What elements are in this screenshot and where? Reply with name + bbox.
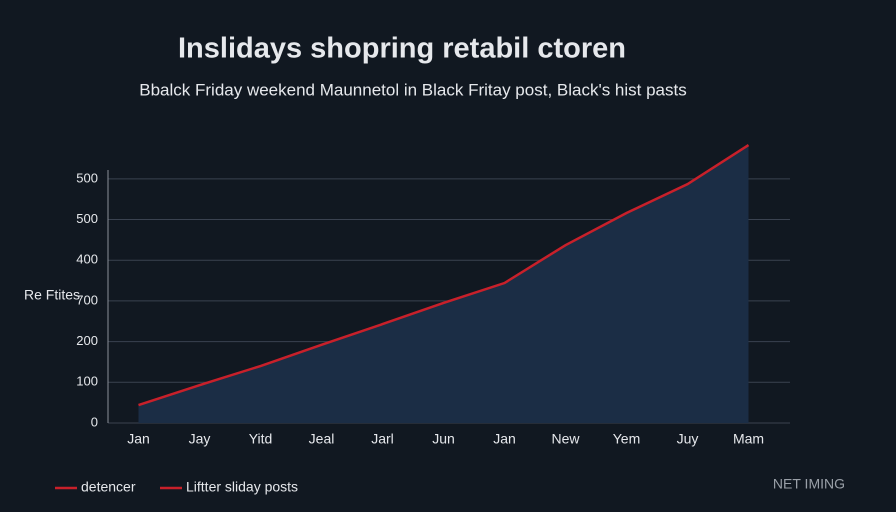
x-tick-label: Yitd: [249, 431, 273, 447]
y-tick-label: 400: [76, 252, 98, 267]
area: [138, 145, 749, 423]
y-tick-label: 0: [91, 414, 98, 429]
watermark: NET IMING: [773, 476, 845, 492]
x-tick-label: Mam: [733, 431, 764, 447]
line: [138, 144, 750, 407]
y-tick-label: 700: [76, 292, 98, 307]
x-tick-label: New: [551, 431, 580, 447]
x-tick-label: Juy: [677, 431, 699, 447]
x-tick-label: Jan: [493, 431, 516, 447]
legend-label: detencer: [81, 479, 136, 495]
chart-subtitle: Bbalck Friday weekend Maunnetol in Black…: [139, 80, 687, 99]
x-tick-label: Jarl: [371, 431, 394, 447]
y-tick-label: 100: [76, 374, 98, 389]
y-tick-label: 200: [76, 333, 98, 348]
y-axis-label: Re Ftites: [24, 287, 80, 303]
y-tick-label: 500: [76, 170, 98, 185]
x-tick-label: Jeal: [309, 431, 335, 447]
x-tick-label: Yem: [613, 431, 641, 447]
chart-title: Inslidays shopring retabil ctoren: [178, 33, 626, 65]
x-tick-label: Jan: [127, 431, 150, 447]
x-tick-label: Jun: [432, 431, 455, 447]
x-tick-label: Jay: [189, 431, 211, 447]
legend-label: Liftter sliday posts: [186, 479, 298, 495]
y-tick-label: 500: [76, 211, 98, 226]
